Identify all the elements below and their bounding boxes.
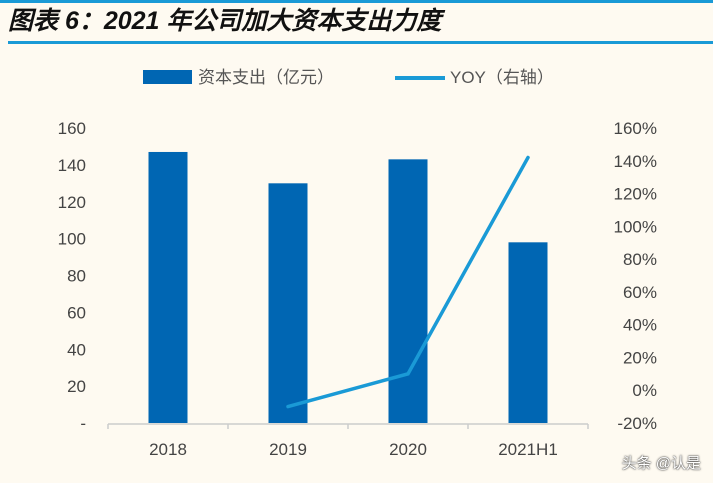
x-tick-label: 2021H1 <box>498 440 558 459</box>
right-tick-label: 0% <box>632 381 657 400</box>
left-tick-label: 160 <box>58 119 86 138</box>
left-tick-label: 120 <box>58 193 86 212</box>
left-tick-label: 100 <box>58 230 86 249</box>
bar-2020 <box>388 159 428 423</box>
right-tick-label: 100% <box>614 217 657 236</box>
left-tick-label: 60 <box>67 303 86 322</box>
right-tick-label: 120% <box>614 185 657 204</box>
right-tick-label: -20% <box>617 414 657 433</box>
right-tick-label: 140% <box>614 152 657 171</box>
legend-bar-swatch <box>143 70 192 84</box>
left-tick-label: 20 <box>67 377 86 396</box>
left-tick-label: - <box>80 414 86 433</box>
x-tick-label: 2019 <box>269 440 307 459</box>
right-tick-label: 40% <box>623 316 657 335</box>
title-top-rule <box>0 0 713 3</box>
left-tick-label: 80 <box>67 267 86 286</box>
left-tick-label: 40 <box>67 340 86 359</box>
legend-line-label: YOY（右轴） <box>450 68 554 87</box>
watermark: 头条 @认是 <box>621 455 701 472</box>
right-tick-label: 60% <box>623 283 657 302</box>
right-tick-label: 160% <box>614 119 657 138</box>
right-tick-label: 80% <box>623 250 657 269</box>
bar-2019 <box>268 183 308 423</box>
chart-title: 图表 6：2021 年公司加大资本支出力度 <box>8 7 442 35</box>
bar-2021H1 <box>508 242 548 423</box>
legend-bar-label: 资本支出（亿元） <box>198 68 334 87</box>
title-bottom-rule <box>8 41 713 44</box>
x-tick-label: 2018 <box>149 440 187 459</box>
left-tick-label: 140 <box>58 156 86 175</box>
x-tick-label: 2020 <box>389 440 427 459</box>
bar-2018 <box>148 151 188 423</box>
right-tick-label: 20% <box>623 348 657 367</box>
yoy-line <box>286 155 530 409</box>
